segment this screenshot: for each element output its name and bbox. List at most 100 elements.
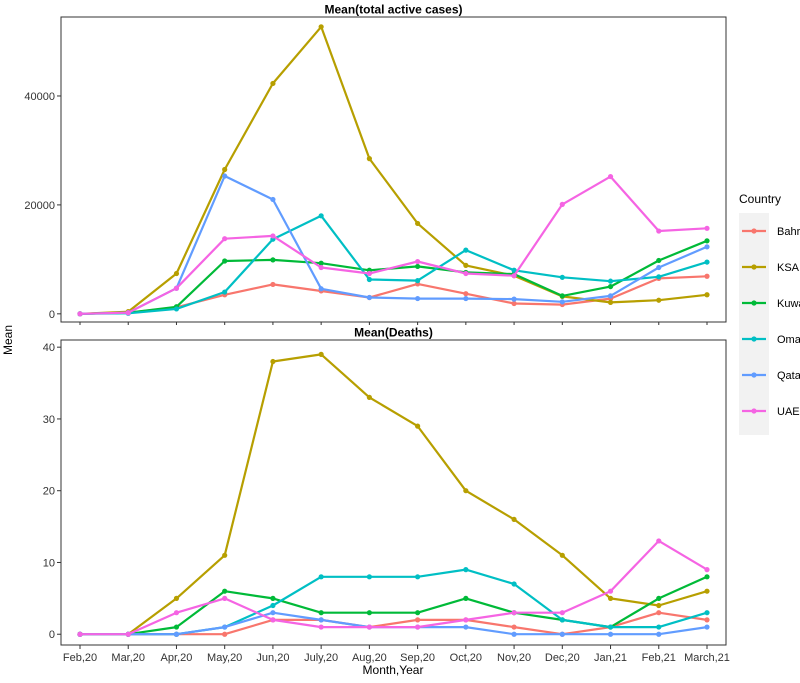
data-point-oman: [318, 574, 324, 580]
data-point-ksa: [270, 358, 276, 365]
data-point-ksa: [704, 588, 710, 594]
data-point-ksa: [607, 595, 614, 601]
data-point-ksa: [559, 552, 565, 558]
data-point-kuwait: [318, 610, 324, 616]
data-point-oman: [318, 213, 324, 219]
data-point-qatar: [222, 624, 228, 630]
data-point-kuwait: [704, 238, 710, 244]
data-point-oman: [559, 274, 565, 280]
data-point-ksa: [656, 297, 662, 303]
x-tick-label: March,21: [684, 652, 730, 664]
data-point-ksa: [511, 516, 517, 523]
legend-entry-kuwait: Kuwait: [742, 298, 800, 310]
data-point-bahrain: [704, 617, 710, 623]
legend-entry-qatar: Qatar: [742, 370, 800, 382]
data-point-uae: [511, 610, 517, 616]
panel-mean-deaths: Mean(Deaths) 0 10 20 30 40 Feb,20 Mar,20 Apr,20 M…: [43, 325, 730, 664]
legend-title: Country: [739, 192, 781, 206]
data-point-oman: [511, 581, 517, 587]
data-point-oman: [366, 276, 372, 283]
x-axis-title: Month,Year: [363, 663, 424, 677]
data-point-ksa: [318, 351, 324, 357]
x-tick-label: Aug,20: [352, 652, 387, 664]
data-point-uae: [415, 258, 421, 265]
legend-key-point: [751, 372, 757, 378]
legend-key-point: [751, 264, 757, 270]
legend-entry-oman: Oman: [742, 334, 800, 346]
data-point-uae: [415, 624, 421, 630]
data-point-qatar: [318, 617, 324, 623]
data-point-uae: [125, 310, 131, 316]
data-point-bahrain: [511, 300, 517, 307]
data-point-uae: [222, 236, 228, 242]
data-point-uae: [366, 624, 372, 630]
data-point-uae: [318, 624, 324, 630]
data-point-oman: [511, 267, 517, 273]
series-uae: [77, 173, 710, 317]
y-tick-label: 0: [49, 629, 55, 641]
data-point-bahrain: [270, 281, 276, 288]
data-point-ksa: [463, 262, 469, 268]
data-point-oman: [173, 306, 180, 312]
data-point-uae: [270, 233, 276, 239]
data-point-qatar: [656, 264, 662, 271]
data-point-bahrain: [463, 291, 469, 297]
data-point-ksa: [656, 602, 662, 609]
data-point-uae: [704, 225, 710, 231]
data-point-oman: [270, 602, 276, 609]
data-point-qatar: [511, 296, 517, 302]
data-point-oman: [607, 624, 614, 630]
legend-label: KSA: [777, 262, 800, 274]
y-tick-label: 40: [43, 342, 55, 354]
chart-panels: Mean(total active cases)02000040000Mean(…: [24, 2, 730, 664]
series-uae: [77, 538, 710, 637]
data-point-uae: [656, 538, 662, 544]
data-point-ksa: [704, 292, 710, 298]
data-point-qatar: [222, 173, 228, 179]
data-point-qatar: [463, 624, 469, 630]
legend-label: Kuwait: [777, 298, 800, 310]
legend-key-point: [751, 408, 757, 414]
panel-plot-area: [60, 339, 727, 646]
y-tick-label: 10: [43, 557, 55, 569]
y-axis-title: Mean: [1, 325, 15, 355]
data-point-oman: [415, 574, 421, 580]
data-point-bahrain: [656, 610, 662, 616]
data-point-ksa: [607, 299, 614, 305]
data-point-qatar: [704, 244, 710, 250]
legend-key-background: [739, 213, 769, 435]
data-point-uae: [77, 631, 83, 637]
data-point-uae: [463, 617, 469, 623]
data-point-uae: [607, 173, 614, 180]
y-tick-label: 40000: [24, 91, 55, 103]
legend-key-point: [751, 336, 757, 342]
data-point-kuwait: [656, 595, 662, 601]
y-tick-label: 20: [43, 486, 55, 498]
data-point-qatar: [607, 293, 614, 299]
data-point-ksa: [173, 595, 180, 601]
data-point-uae: [222, 595, 228, 601]
data-point-oman: [704, 259, 710, 265]
data-point-oman: [222, 289, 228, 295]
data-point-ksa: [366, 394, 372, 401]
data-point-kuwait: [463, 595, 469, 601]
data-point-oman: [415, 278, 421, 284]
data-point-uae: [559, 201, 565, 207]
data-point-uae: [173, 610, 180, 616]
data-point-ksa: [222, 166, 228, 173]
data-point-kuwait: [607, 283, 614, 290]
data-point-kuwait: [704, 574, 710, 580]
data-point-uae: [704, 567, 710, 573]
legend-label: Qatar: [777, 370, 800, 382]
data-point-ksa: [173, 270, 180, 277]
data-point-ksa: [222, 552, 228, 558]
data-point-kuwait: [222, 258, 228, 264]
legend-entry-uae: UAE: [742, 406, 800, 418]
x-tick-label: Feb,21: [642, 652, 676, 664]
data-point-bahrain: [415, 617, 421, 623]
legend-label: Bahrain: [777, 226, 800, 238]
x-tick-label: Jun,20: [256, 652, 289, 664]
panel-strip: [61, 325, 726, 340]
legend: Country Bahrain KSA Kuwait Oman Qatar UAE: [739, 192, 800, 435]
data-point-ksa: [318, 24, 324, 30]
